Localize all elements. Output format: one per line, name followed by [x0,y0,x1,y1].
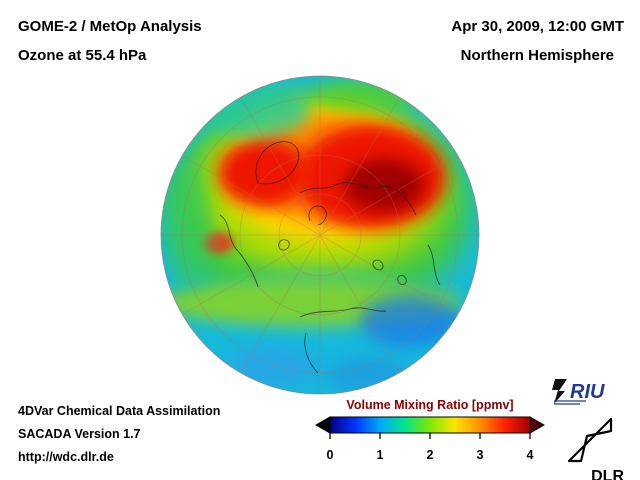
tick-label-1: 1 [376,448,384,462]
dlr-logo-text: DLR [591,468,624,480]
dlr-logo: DLR [550,415,634,480]
datetime-label: Apr 30, 2009, 12:00 GMT [451,18,624,35]
version-label: SACADA Version 1.7 [18,427,141,441]
riu-logo-text: RIU [570,381,605,403]
colorbar-over-arrow [529,416,546,434]
dlr-logo-icon [567,417,613,463]
colorbar: Volume Mixing Ratio [ppmv] 0 1 2 3 4 [314,398,546,464]
globe-map [160,75,480,395]
header-left: GOME-2 / MetOp Analysis Ozone at 55.4 hP… [18,12,202,70]
colorbar-svg [314,416,546,439]
riu-logo-icon: RIU [552,379,605,405]
tick-label-0: 0 [326,448,334,462]
title-line2: Ozone at 55.4 hPa [18,47,147,64]
title-line1: GOME-2 / MetOp Analysis [18,18,202,35]
ozone-field [161,76,479,394]
globe-svg [160,75,480,395]
tick-label-4: 4 [526,448,534,462]
tick-label-3: 3 [476,448,484,462]
colorbar-title: Volume Mixing Ratio [ppmv] [346,398,514,412]
assimilation-label: 4DVar Chemical Data Assimilation [18,404,221,418]
graticule [161,76,479,394]
colorbar-gradient-bar [329,416,531,434]
footer-credits: 4DVar Chemical Data Assimilation SACADA … [18,400,220,469]
region-label: Northern Hemisphere [460,47,614,64]
riu-logo: RIU [550,376,634,411]
url-label: http://wdc.dlr.de [18,450,114,464]
coastlines [219,141,441,374]
tick-label-2: 2 [426,448,434,462]
colorbar-tickmarks [329,433,531,439]
globe-rim [160,75,480,395]
colorbar-tick-labels: 0 1 2 3 4 [315,448,545,464]
header-right: Apr 30, 2009, 12:00 GMT Northern Hemisph… [451,12,624,70]
logos: RIU DLR [550,376,634,480]
colorbar-under-arrow [314,416,331,434]
